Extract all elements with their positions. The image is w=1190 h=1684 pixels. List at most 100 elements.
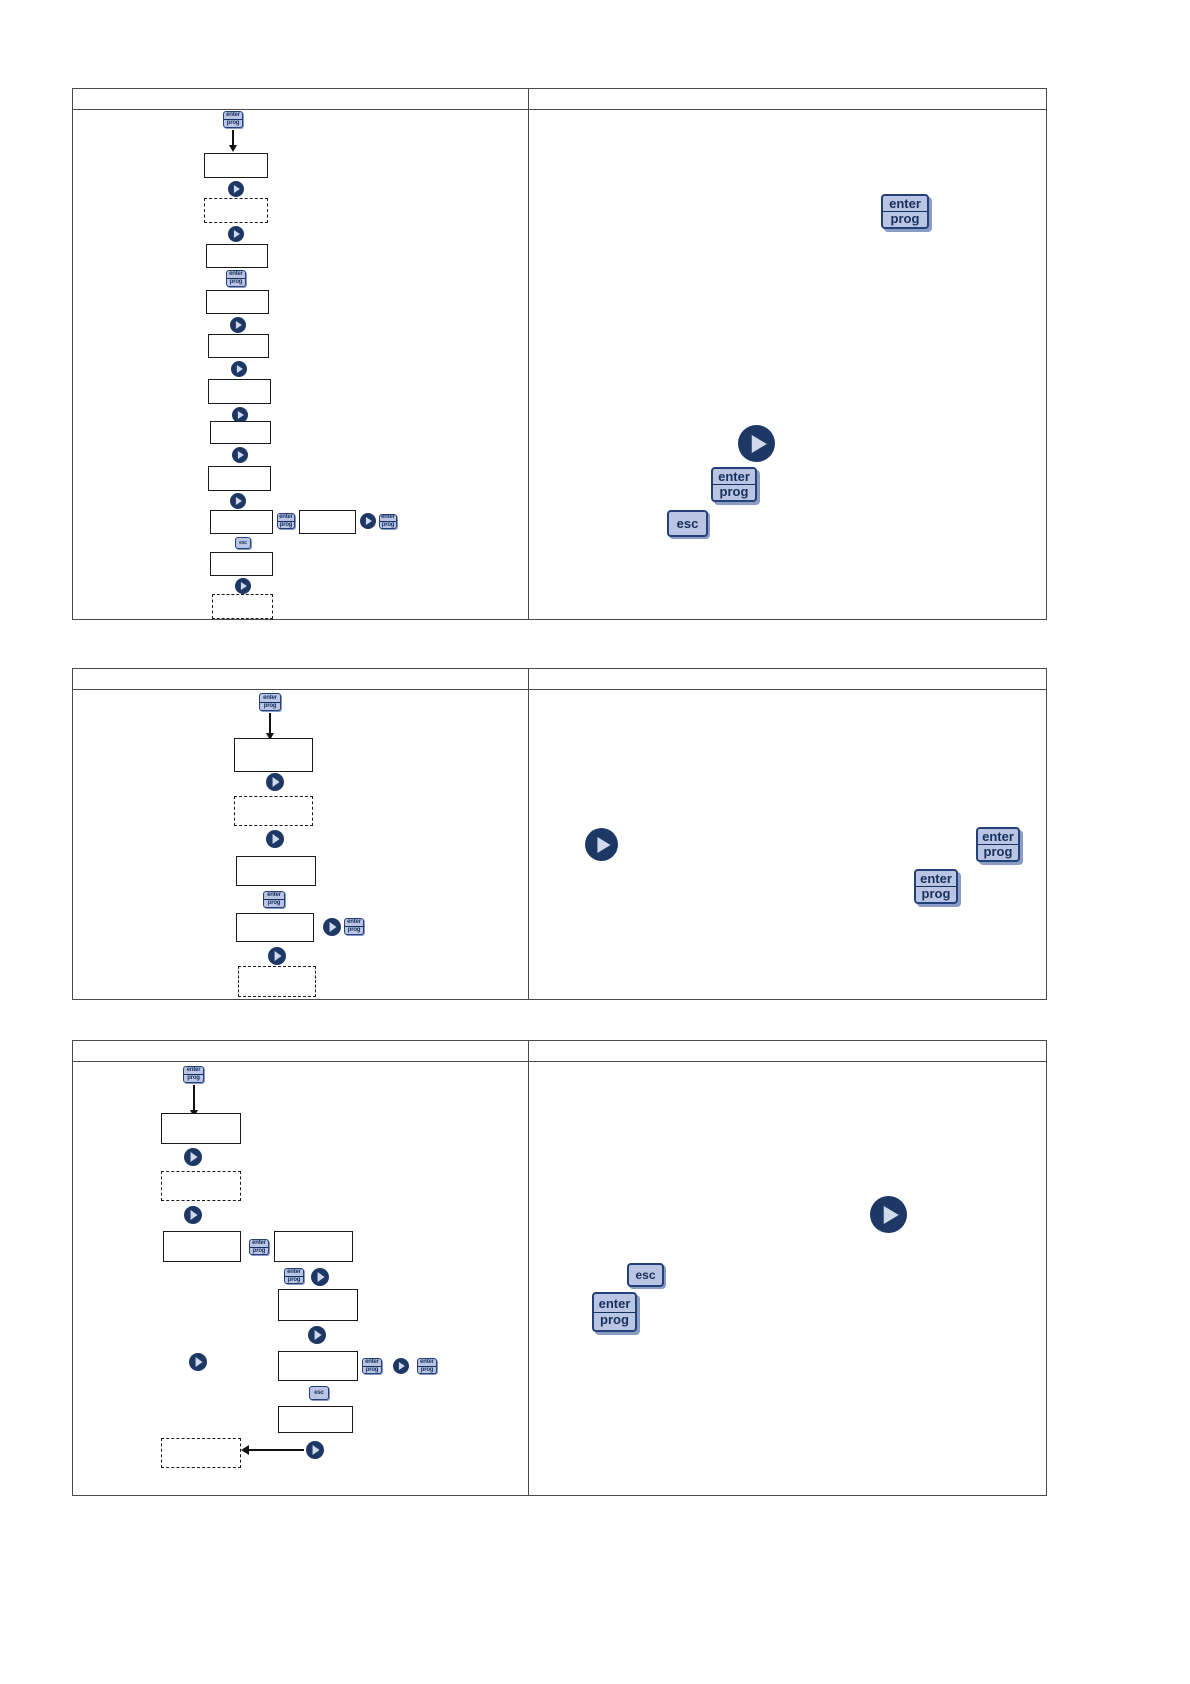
play-icon — [228, 181, 244, 197]
enter-prog-key: enter prog — [362, 1358, 382, 1374]
flow-step-box-dashed — [161, 1438, 241, 1468]
flow-arrow-down-icon — [190, 1085, 198, 1117]
enter-label: enter — [594, 1296, 635, 1313]
enter-label: enter — [285, 1269, 303, 1277]
enter-prog-key: enter prog — [711, 467, 757, 502]
column-divider — [528, 89, 529, 619]
play-icon — [230, 317, 246, 333]
play-icon — [360, 513, 376, 529]
play-icon — [189, 1353, 207, 1371]
enter-prog-key: enter prog — [284, 1268, 304, 1284]
prog-label: prog — [263, 702, 277, 709]
esc-key: esc — [627, 1263, 664, 1287]
prog-label: prog — [229, 279, 243, 285]
play-icon — [585, 828, 618, 861]
enter-label: enter — [224, 112, 242, 120]
play-icon — [306, 1441, 324, 1459]
flow-arrow-left-icon — [241, 1445, 304, 1455]
flow-step-box — [236, 913, 314, 942]
enter-prog-key: enter prog — [379, 514, 397, 529]
flow-arrow-down-icon — [266, 713, 274, 740]
enter-label: enter — [345, 919, 363, 927]
esc-key: esc — [235, 537, 251, 549]
enter-prog-key: enter prog — [417, 1358, 437, 1374]
flow-table-3: enter prog enter prog enter prog enter prog … — [72, 1040, 1047, 1496]
enter-label: enter — [883, 196, 927, 212]
prog-label: prog — [252, 1247, 266, 1254]
play-icon — [232, 407, 248, 423]
flow-step-box — [210, 421, 271, 444]
flow-step-box — [236, 856, 316, 886]
flow-step-box — [208, 466, 271, 491]
prog-label: prog — [279, 521, 293, 528]
enter-prog-key: enter prog — [914, 869, 958, 904]
prog-label: prog — [600, 1311, 629, 1327]
enter-label: enter — [260, 695, 280, 703]
flow-table-1-header — [73, 89, 1046, 110]
enter-label: enter — [418, 1359, 436, 1367]
enter-prog-key: enter prog — [226, 270, 246, 287]
play-icon — [184, 1148, 202, 1166]
flow-step-box — [299, 510, 356, 534]
flow-step-box-dashed — [238, 966, 316, 997]
column-divider — [528, 1041, 529, 1495]
enter-prog-key: enter prog — [223, 111, 243, 128]
flow-table-3-header — [73, 1041, 1046, 1062]
play-icon — [266, 830, 284, 848]
flow-arrow-down-icon — [229, 130, 237, 152]
enter-label: enter — [363, 1359, 381, 1367]
flow-step-box — [278, 1406, 353, 1433]
play-icon — [184, 1206, 202, 1224]
enter-prog-key: enter prog — [259, 693, 281, 711]
enter-label: enter — [184, 1067, 203, 1075]
enter-prog-key: enter prog — [881, 194, 929, 229]
prog-label: prog — [365, 1366, 379, 1373]
esc-key: esc — [667, 510, 708, 537]
prog-label: prog — [719, 484, 749, 499]
play-icon — [228, 226, 244, 242]
play-icon — [323, 918, 341, 936]
enter-label: enter — [227, 271, 245, 279]
prog-label: prog — [287, 1276, 301, 1283]
flow-step-box-dashed — [212, 594, 273, 619]
flow-step-box — [208, 334, 269, 358]
play-icon — [393, 1358, 409, 1374]
flow-step-box — [234, 738, 313, 772]
play-icon — [308, 1326, 326, 1344]
esc-label: esc — [239, 540, 247, 546]
enter-label: enter — [713, 469, 755, 485]
flow-step-box — [208, 379, 271, 404]
flow-table-1: enter prog enter prog enter prog enter prog … — [72, 88, 1047, 620]
play-icon — [232, 447, 248, 463]
esc-label: esc — [314, 1390, 324, 1396]
enter-label: enter — [380, 514, 396, 522]
flow-step-box — [161, 1113, 241, 1144]
flow-step-box — [206, 244, 268, 268]
flow-step-box — [274, 1231, 353, 1262]
play-icon — [311, 1268, 329, 1286]
play-icon — [235, 578, 251, 594]
flow-step-box — [278, 1351, 358, 1381]
flow-step-box — [204, 153, 268, 178]
prog-label: prog — [381, 522, 395, 528]
play-icon — [870, 1196, 907, 1233]
flow-table-2-header — [73, 669, 1046, 690]
prog-label: prog — [187, 1075, 200, 1081]
flow-step-box — [206, 290, 269, 314]
prog-label: prog — [226, 120, 240, 126]
flow-step-box-dashed — [234, 796, 313, 826]
enter-prog-key: enter prog — [344, 918, 364, 935]
enter-label: enter — [916, 871, 956, 887]
esc-label: esc — [635, 1268, 656, 1282]
enter-prog-key: enter prog — [976, 827, 1020, 862]
enter-prog-key: enter prog — [277, 513, 295, 529]
enter-label: enter — [250, 1240, 268, 1248]
esc-label: esc — [676, 516, 699, 531]
flow-step-box — [278, 1289, 358, 1321]
flow-step-box-dashed — [161, 1171, 241, 1201]
prog-label: prog — [890, 211, 920, 226]
prog-label: prog — [921, 886, 951, 901]
enter-prog-key: enter prog — [183, 1066, 204, 1083]
flow-table-2: enter prog enter prog enter prog enter prog … — [72, 668, 1047, 1000]
